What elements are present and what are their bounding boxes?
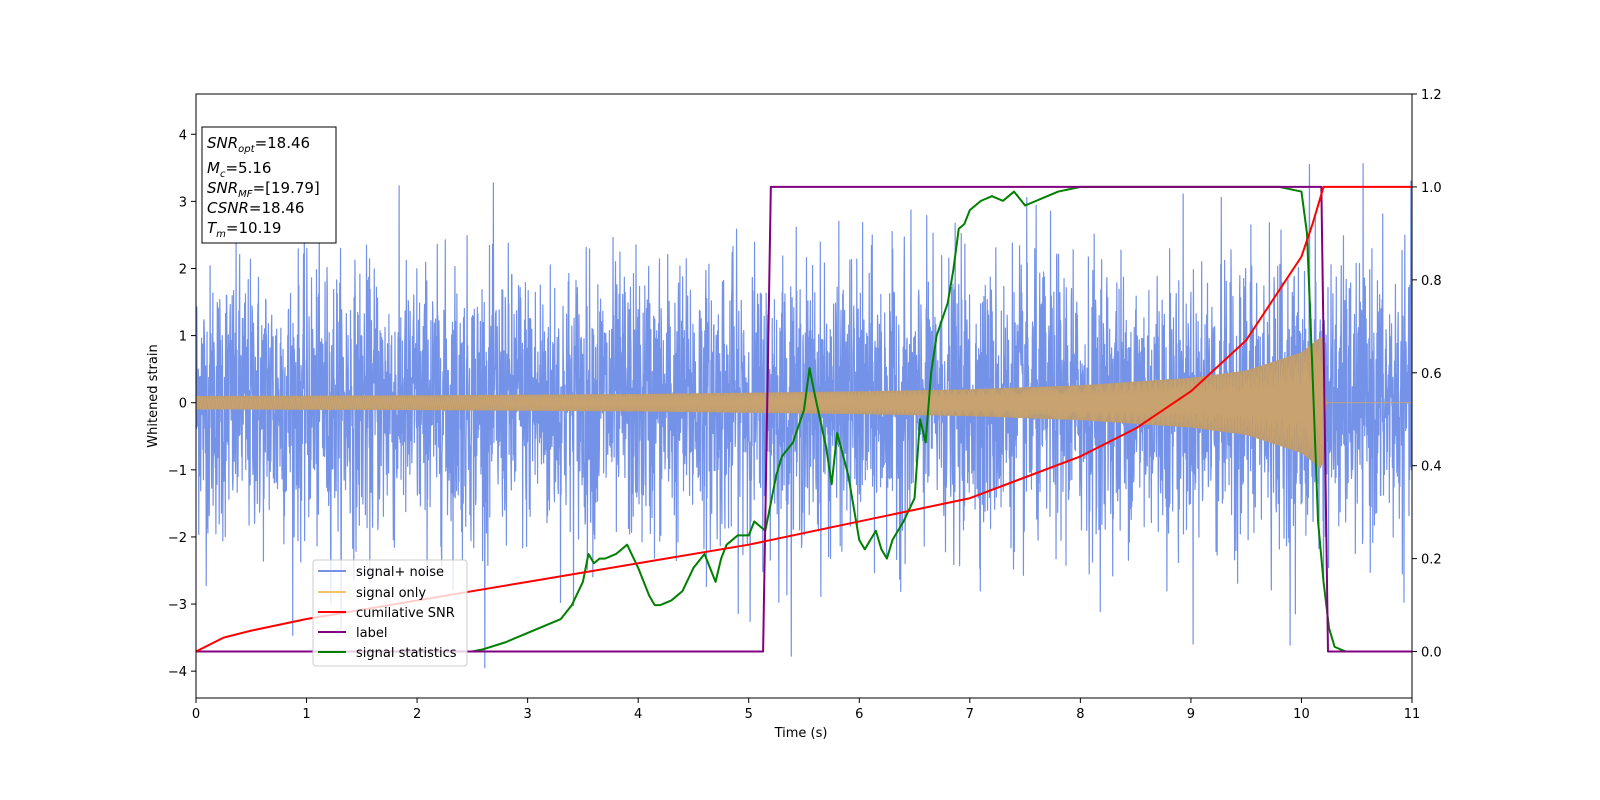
x-tick-label: 1 bbox=[302, 707, 310, 722]
legend: signal+ noise signal only cumilative SNR… bbox=[312, 559, 468, 667]
legend-label-signal-noise: signal+ noise bbox=[356, 565, 444, 580]
legend-frame bbox=[312, 559, 468, 667]
info-tm: Tm=10.19 bbox=[207, 219, 281, 240]
y-right-tick-label: 0.6 bbox=[1421, 367, 1442, 382]
series-label bbox=[196, 185, 1412, 653]
x-tick-label: 7 bbox=[966, 707, 974, 722]
x-tick-label: 4 bbox=[634, 707, 642, 722]
y-left-tick-label: −1 bbox=[168, 464, 187, 479]
y-right-tick-label: 0.4 bbox=[1421, 460, 1442, 475]
y-axis-label: Whitened strain bbox=[146, 344, 161, 447]
y-left-tick-label: 3 bbox=[179, 195, 187, 210]
legend-label-cumulative-snr: cumilative SNR bbox=[356, 606, 455, 621]
y-right-tick-label: 0.8 bbox=[1421, 274, 1442, 289]
series-signal-statistics bbox=[196, 185, 1412, 653]
info-csnr: CSNR=18.46 bbox=[207, 199, 304, 217]
x-tick-label: 10 bbox=[1293, 707, 1310, 722]
x-tick-label: 5 bbox=[745, 707, 753, 722]
x-tick-label: 8 bbox=[1076, 707, 1084, 722]
y-left-tick-label: −3 bbox=[168, 598, 187, 613]
plot-area bbox=[196, 162, 1412, 669]
y-right-tick-label: 0.0 bbox=[1421, 646, 1442, 661]
info-box: SNRopt=18.46 Mc=5.16 SNRMF=[19.79] CSNR=… bbox=[201, 126, 337, 244]
y-left-tick-label: 4 bbox=[179, 128, 187, 143]
x-axis-label: Time (s) bbox=[774, 726, 828, 741]
x-tick-label: 2 bbox=[413, 707, 421, 722]
y-left-tick-label: 0 bbox=[179, 397, 187, 412]
legend-label-signal-only: signal only bbox=[356, 586, 426, 601]
y-left-tick-label: 2 bbox=[179, 262, 187, 277]
plot-frame bbox=[195, 93, 1413, 699]
y-left-tick-label: 1 bbox=[179, 330, 187, 345]
legend-label-label: label bbox=[356, 626, 387, 641]
info-snr-mf: SNRMF=[19.79] bbox=[207, 179, 320, 200]
y-left-tick-label: −4 bbox=[168, 665, 187, 680]
x-tick-label: 11 bbox=[1404, 707, 1421, 722]
y-right-tick-label: 0.2 bbox=[1421, 553, 1442, 568]
info-snr-opt: SNRopt=18.46 bbox=[207, 134, 310, 155]
x-tick-label: 9 bbox=[1187, 707, 1195, 722]
x-tick-label: 6 bbox=[855, 707, 863, 722]
y-right-tick-label: 1.0 bbox=[1421, 181, 1442, 196]
x-tick-label: 0 bbox=[192, 707, 200, 722]
x-tick-label: 3 bbox=[523, 707, 531, 722]
axes: 0 1 2 3 4 5 6 7 8 9 10 11 −4 −3 −2 −1 0 1 2 3 4 0.0 0.2 0.4 0.6 0… bbox=[168, 88, 1442, 722]
y-right-tick-label: 1.2 bbox=[1421, 88, 1442, 103]
y-left-tick-label: −2 bbox=[168, 531, 187, 546]
info-mc: Mc=5.16 bbox=[207, 159, 271, 180]
legend-label-signal-statistics: signal statistics bbox=[356, 646, 457, 661]
info-box-frame bbox=[201, 126, 337, 244]
